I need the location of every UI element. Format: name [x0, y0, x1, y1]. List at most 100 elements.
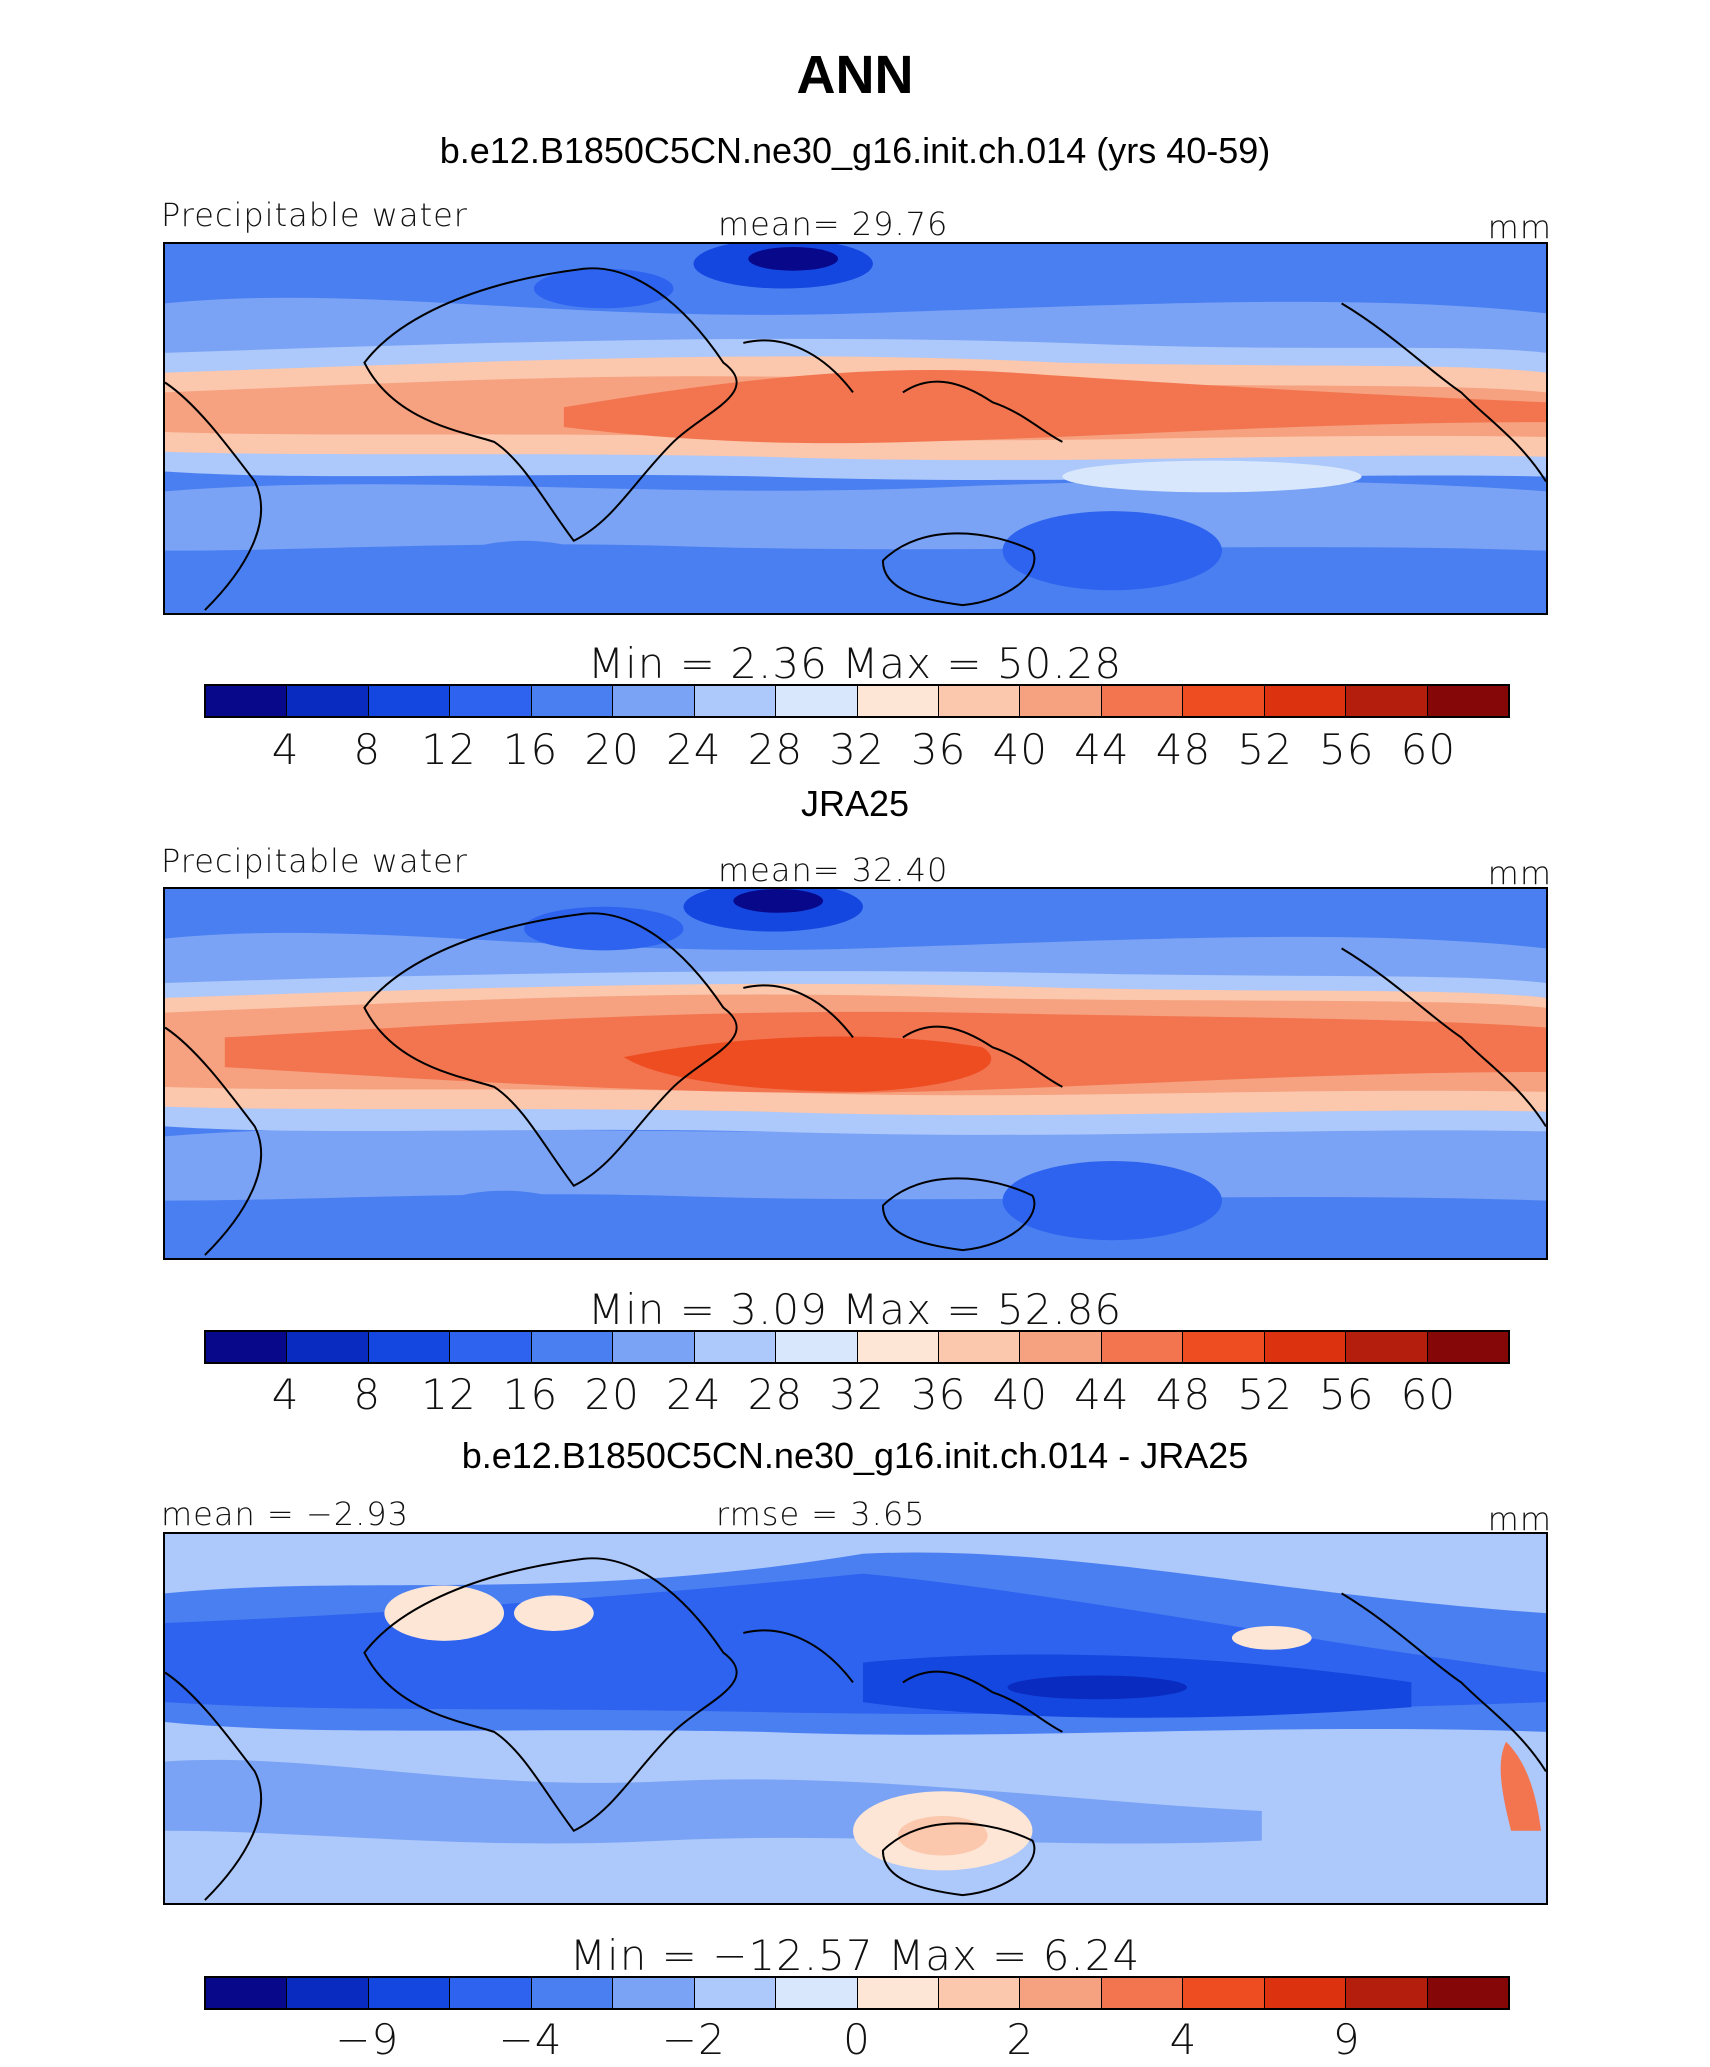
colorbar-swatch [1264, 686, 1347, 716]
colorbar-tick-label: 4 [271, 1370, 300, 1419]
colorbar-tick-label: 24 [666, 1370, 722, 1419]
colorbar-swatch [1101, 1978, 1184, 2008]
panel-3-units-label: mm [1487, 1500, 1552, 1538]
colorbar-swatch [857, 1978, 939, 2008]
figure-title: ANN [796, 45, 914, 105]
colorbar-tick-label: 28 [747, 725, 804, 774]
colorbar-tick-label: 44 [1074, 725, 1130, 774]
colorbar-tick-label: 32 [829, 1370, 885, 1419]
colorbar-swatch [287, 686, 369, 716]
colorbar-swatch [1020, 1332, 1102, 1362]
colorbar-tick-label: 2 [1006, 2015, 1035, 2064]
panel-3-rmse-label: rmse = 3.65 [716, 1495, 926, 1533]
colorbar-swatch [613, 1978, 695, 2008]
colorbar-swatch [450, 1978, 532, 2008]
panel-2-map [163, 887, 1548, 1260]
colorbar-tick-label: 24 [666, 725, 722, 774]
colorbar-swatch [287, 1332, 369, 1362]
colorbar-swatch [776, 1332, 858, 1362]
colorbar-tick-label: 4 [1169, 2015, 1198, 2064]
panel-3-subtitle: b.e12.B1850C5CN.ne30_g16.init.ch.014 - J… [461, 1435, 1249, 1476]
panel-3-colorbar [204, 1976, 1510, 2010]
colorbar-swatch [368, 686, 451, 716]
panel-1-variable-label: Precipitable water [161, 196, 468, 234]
colorbar-swatch [1346, 1978, 1428, 2008]
panel-3-map-plot [165, 1534, 1546, 1903]
colorbar-swatch [694, 686, 777, 716]
panel-1-mean-label: mean= 29.76 [718, 205, 949, 243]
panel-2-colorbar [204, 1330, 1510, 1364]
colorbar-swatch [1427, 1978, 1508, 2008]
colorbar-swatch [1264, 1332, 1347, 1362]
colorbar-tick-label: 48 [1155, 725, 1212, 774]
colorbar-tick-label: −2 [661, 2015, 726, 2064]
colorbar-swatch [531, 1978, 614, 2008]
panel-1-min-max: Min = 2.36 Max = 50.28 [587, 639, 1123, 688]
colorbar-tick-label: 28 [747, 1370, 804, 1419]
colorbar-swatch [776, 686, 858, 716]
colorbar-tick-label: 52 [1237, 725, 1293, 774]
colorbar-tick-label: 8 [353, 725, 382, 774]
colorbar-tick-label: 9 [1332, 2015, 1361, 2064]
colorbar-swatch [531, 686, 614, 716]
colorbar-swatch [1020, 1978, 1102, 2008]
colorbar-swatch [1183, 1332, 1265, 1362]
colorbar-tick-label: 36 [910, 1370, 967, 1419]
colorbar-tick-label: 16 [502, 725, 559, 774]
panel-3-colorbar-ticks: −9 −4 −2 0 2 4 9 [204, 2015, 1510, 2064]
panel-1-units-label: mm [1487, 208, 1552, 246]
colorbar-swatch [857, 686, 939, 716]
colorbar-tick-label: 12 [421, 1370, 477, 1419]
colorbar-tick-label: 4 [271, 725, 300, 774]
colorbar-tick-label: 56 [1319, 725, 1375, 774]
colorbar-swatch [206, 686, 288, 716]
colorbar-tick-label: 0 [843, 2015, 871, 2064]
colorbar-swatch [1264, 1978, 1347, 2008]
colorbar-swatch [368, 1978, 451, 2008]
colorbar-tick-label: −9 [335, 2015, 400, 2064]
panel-1-colorbar [204, 684, 1510, 718]
colorbar-tick-label: 32 [829, 725, 885, 774]
colorbar-tick-label: 8 [353, 1370, 382, 1419]
colorbar-tick-label: 40 [992, 725, 1048, 774]
colorbar-swatch [1346, 686, 1428, 716]
panel-2-subtitle: JRA25 [800, 783, 910, 824]
panel-1-subtitle: b.e12.B1850C5CN.ne30_g16.init.ch.014 (yr… [439, 130, 1271, 171]
colorbar-tick-label: 48 [1155, 1370, 1212, 1419]
colorbar-tick-label: 16 [502, 1370, 559, 1419]
colorbar-tick-label: 60 [1400, 725, 1457, 774]
colorbar-swatch [287, 1978, 369, 2008]
colorbar-tick-label: 12 [421, 725, 477, 774]
colorbar-swatch [1183, 1978, 1265, 2008]
colorbar-swatch [694, 1978, 777, 2008]
colorbar-tick-label: 52 [1237, 1370, 1293, 1419]
panel-2-mean-label: mean= 32.40 [718, 851, 949, 889]
colorbar-swatch [1020, 686, 1102, 716]
panel-3-mean-label: mean = −2.93 [161, 1495, 409, 1533]
panel-2-variable-label: Precipitable water [161, 842, 468, 880]
colorbar-tick-label: 40 [992, 1370, 1048, 1419]
panel-2-min-max: Min = 3.09 Max = 52.86 [587, 1285, 1123, 1334]
colorbar-swatch [1183, 686, 1265, 716]
panel-2-units-label: mm [1487, 854, 1552, 892]
colorbar-swatch [206, 1978, 288, 2008]
colorbar-swatch [450, 686, 532, 716]
colorbar-swatch [776, 1978, 858, 2008]
panel-3-map [163, 1532, 1548, 1905]
colorbar-swatch [694, 1332, 777, 1362]
colorbar-tick-label: 36 [910, 725, 967, 774]
colorbar-swatch [1346, 1332, 1428, 1362]
colorbar-swatch [450, 1332, 532, 1362]
colorbar-swatch [368, 1332, 451, 1362]
panel-2-map-plot [165, 889, 1546, 1258]
panel-2-colorbar-ticks: 4 8 12 16 20 24 28 32 36 40 44 48 52 56 60 [204, 1370, 1510, 1419]
colorbar-tick-label: 56 [1319, 1370, 1375, 1419]
colorbar-tick-label: 44 [1074, 1370, 1130, 1419]
colorbar-swatch [938, 1978, 1021, 2008]
colorbar-swatch [1427, 1332, 1508, 1362]
colorbar-swatch [206, 1332, 288, 1362]
panel-1-map-plot [165, 244, 1546, 613]
colorbar-tick-label: −4 [498, 2015, 563, 2064]
colorbar-tick-label: 20 [584, 1370, 640, 1419]
colorbar-tick-label: 20 [584, 725, 640, 774]
